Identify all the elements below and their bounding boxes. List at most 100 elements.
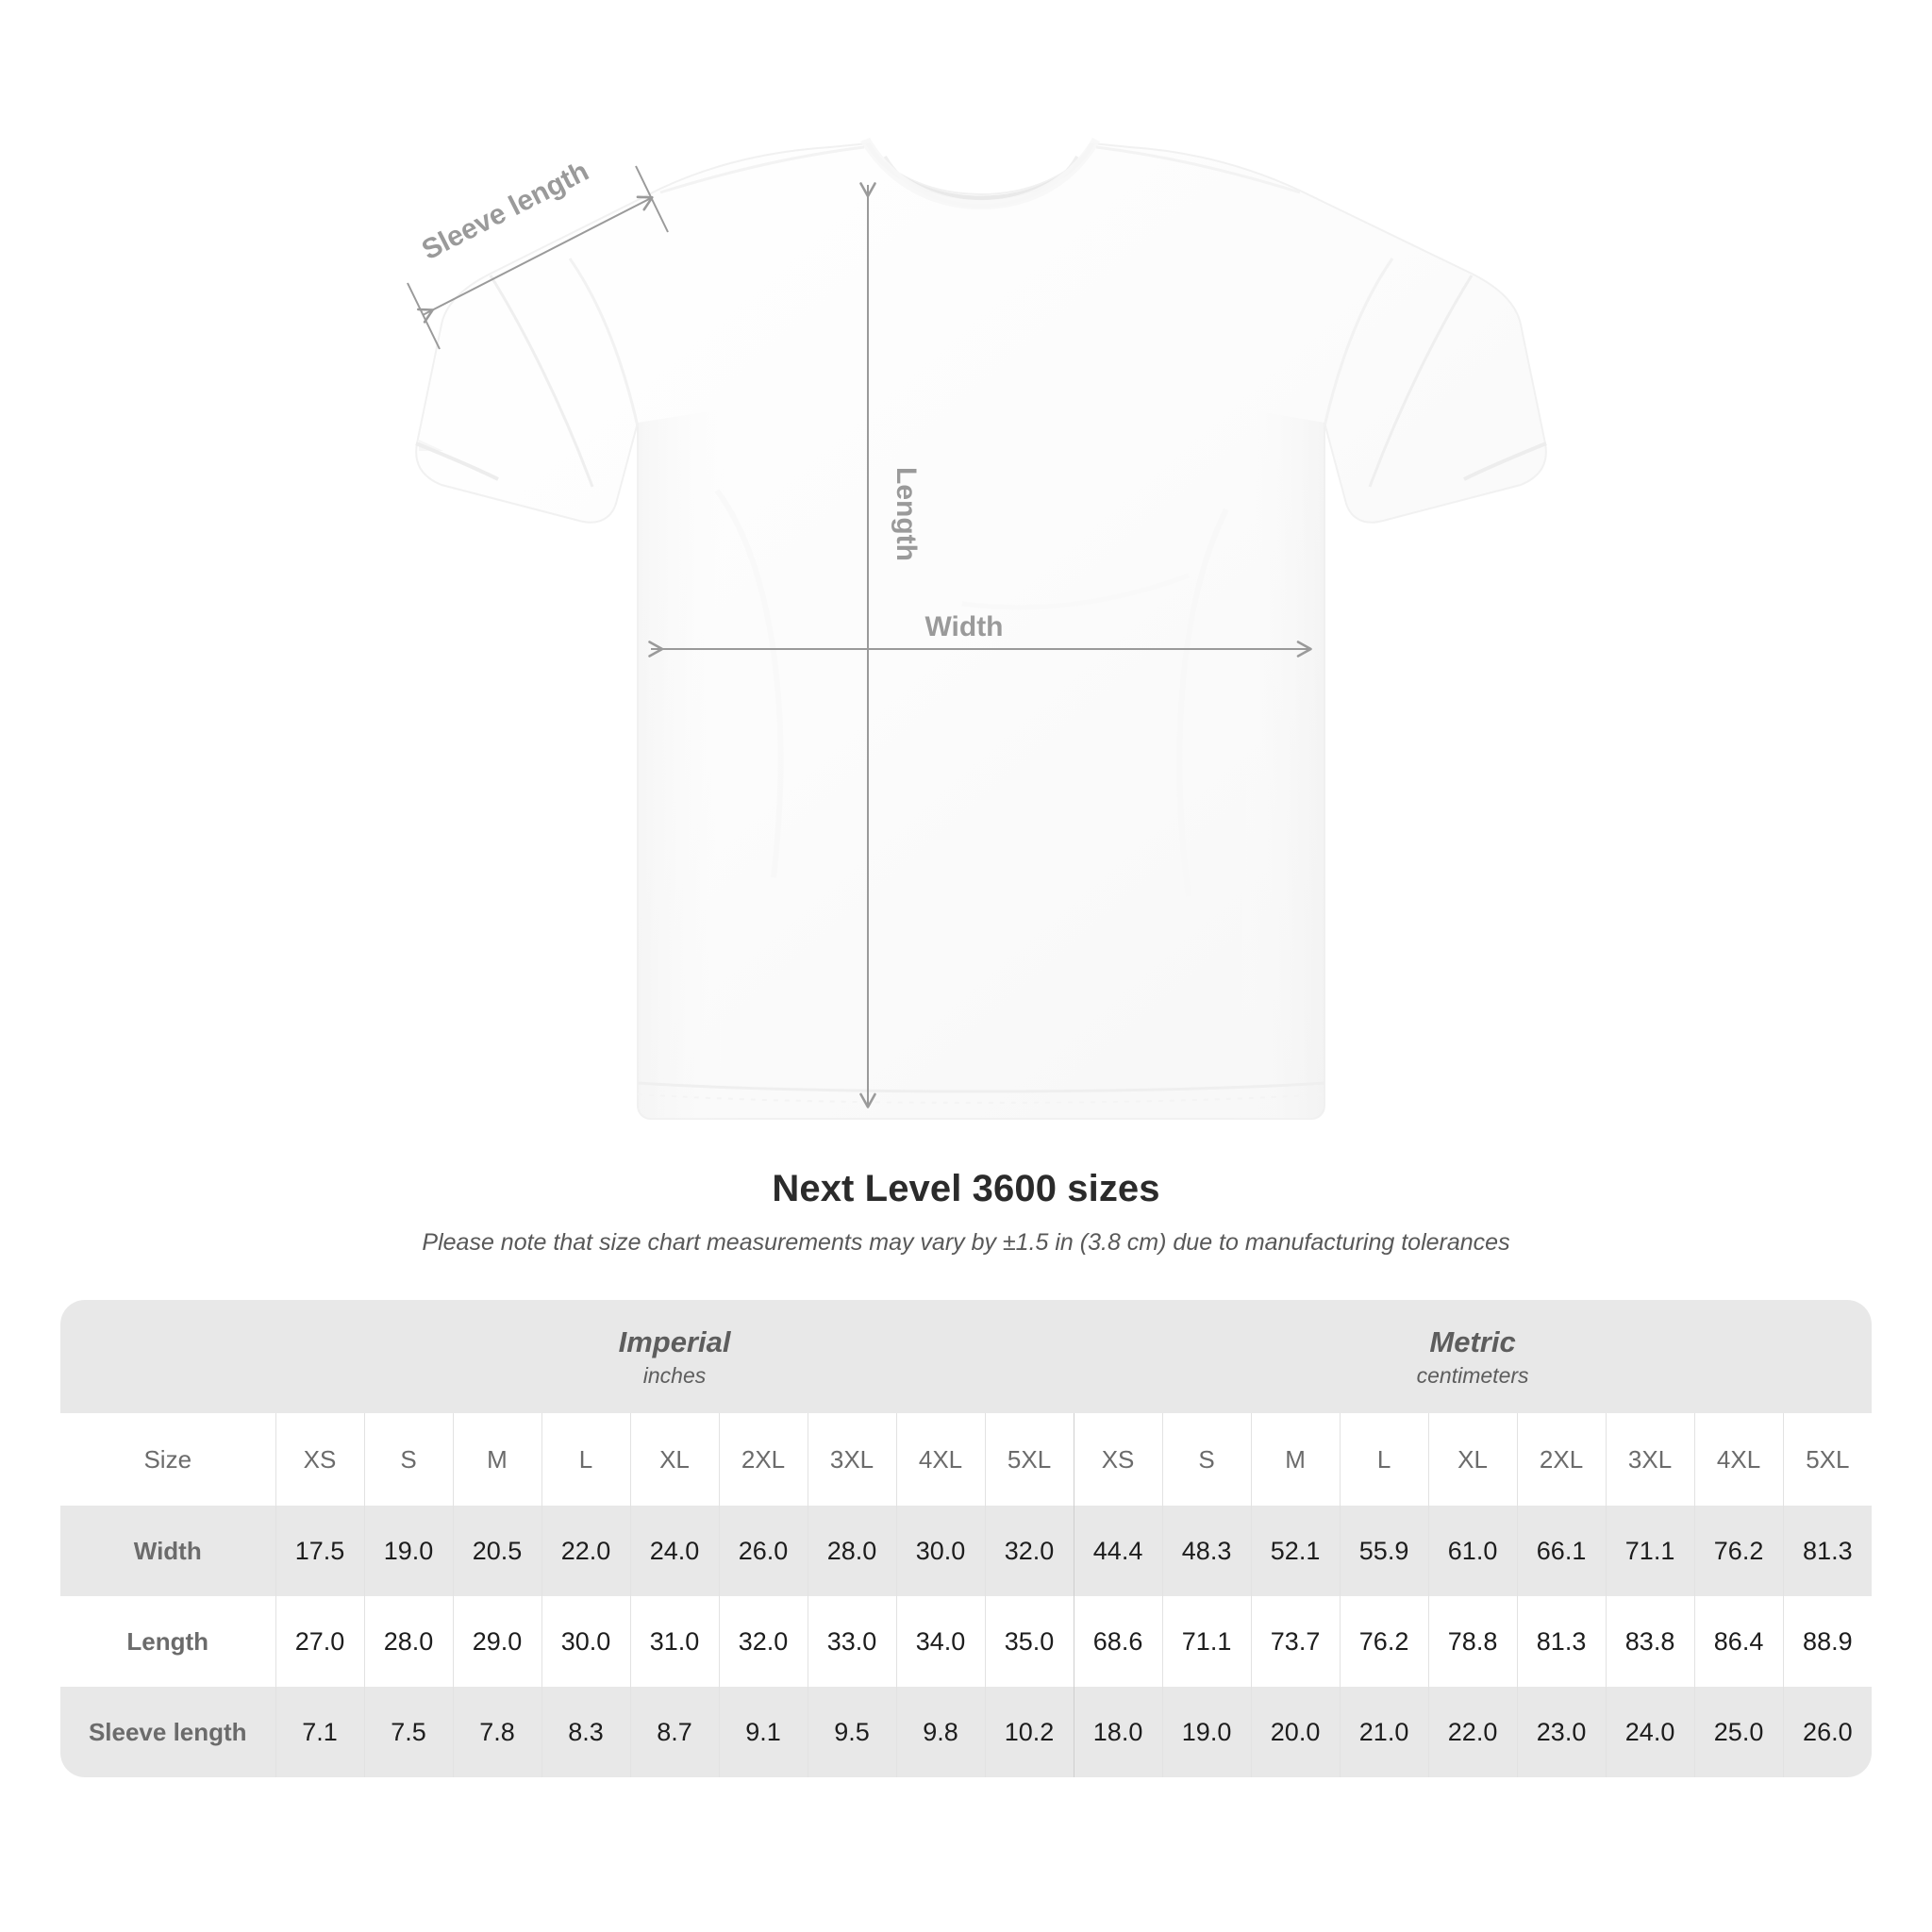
size-table-container: Imperial inches Metric centimeters Size …	[60, 1300, 1873, 1777]
page-title: Next Level 3600 sizes	[772, 1168, 1160, 1209]
cell-width-metric-xl: 61.0	[1428, 1506, 1518, 1596]
size-header-metric-3xl: 3XL	[1606, 1413, 1695, 1506]
shade-right	[1226, 406, 1324, 1119]
tshirt-silhouette	[415, 138, 1547, 1120]
size-header-imperial-5xl: 5XL	[985, 1413, 1074, 1506]
size-header-metric-m: M	[1251, 1413, 1341, 1506]
unit-header-metric: Metric centimeters	[1074, 1300, 1873, 1413]
size-header-metric-5xl: 5XL	[1783, 1413, 1873, 1506]
unit-header-imperial: Imperial inches	[275, 1300, 1074, 1413]
cell-length-metric-l: 76.2	[1340, 1596, 1429, 1687]
cell-length-metric-2xl: 81.3	[1517, 1596, 1607, 1687]
cell-sleeve-imperial-4xl: 9.8	[896, 1687, 986, 1777]
sleeve-hem-line-right	[1463, 441, 1547, 481]
size-header-metric-s: S	[1162, 1413, 1252, 1506]
sleeve-tick-start	[407, 282, 441, 350]
cell-width-metric-m: 52.1	[1251, 1506, 1341, 1596]
cell-length-imperial-m: 29.0	[453, 1596, 542, 1687]
size-header-imperial-3xl: 3XL	[808, 1413, 897, 1506]
heading-block: Next Level 3600 sizes Please note that s…	[0, 1166, 1932, 1257]
cell-width-imperial-xs: 17.5	[275, 1506, 365, 1596]
table-row: Sleeve length 7.1 7.5 7.8 8.3 8.7 9.1 9.…	[60, 1687, 1873, 1777]
size-header-imperial-xl: XL	[630, 1413, 720, 1506]
cell-sleeve-metric-s: 19.0	[1162, 1687, 1252, 1777]
unit-spacer-cell	[60, 1300, 275, 1413]
table-row: Width 17.5 19.0 20.5 22.0 24.0 26.0 28.0…	[60, 1506, 1873, 1596]
size-table: Imperial inches Metric centimeters Size …	[60, 1300, 1873, 1777]
size-header-metric-l: L	[1340, 1413, 1429, 1506]
size-label-cell: Size	[60, 1413, 276, 1506]
cell-width-imperial-l: 22.0	[541, 1506, 631, 1596]
cell-sleeve-imperial-l: 8.3	[541, 1687, 631, 1777]
cell-width-metric-3xl: 71.1	[1606, 1506, 1695, 1596]
size-header-imperial-4xl: 4XL	[896, 1413, 986, 1506]
size-header-metric-4xl: 4XL	[1694, 1413, 1784, 1506]
size-header-imperial-2xl: 2XL	[719, 1413, 808, 1506]
bottom-hem	[637, 1081, 1325, 1093]
sleeve-length-arrow	[416, 195, 654, 324]
cell-width-imperial-s: 19.0	[364, 1506, 454, 1596]
cell-sleeve-imperial-2xl: 9.1	[719, 1687, 808, 1777]
cell-sleeve-metric-xl: 22.0	[1428, 1687, 1518, 1777]
cell-width-imperial-m: 20.5	[453, 1506, 542, 1596]
cell-length-imperial-xl: 31.0	[630, 1596, 720, 1687]
size-header-imperial-m: M	[453, 1413, 542, 1506]
cell-length-metric-xl: 78.8	[1428, 1596, 1518, 1687]
cell-length-metric-xs: 68.6	[1074, 1596, 1163, 1687]
sleeve-hem-line-left	[415, 441, 499, 481]
cell-sleeve-metric-l: 21.0	[1340, 1687, 1429, 1777]
armhole-right	[1323, 258, 1394, 427]
collar-rib	[860, 138, 1100, 209]
cell-sleeve-metric-3xl: 24.0	[1606, 1687, 1695, 1777]
cell-length-metric-s: 71.1	[1162, 1596, 1252, 1687]
cell-length-imperial-l: 30.0	[541, 1596, 631, 1687]
cell-sleeve-metric-m: 20.0	[1251, 1687, 1341, 1777]
cell-sleeve-imperial-xl: 8.7	[630, 1687, 720, 1777]
fold-2	[1176, 508, 1229, 897]
row-label-length: Length	[60, 1596, 276, 1687]
page-subtitle: Please note that size chart measurements…	[422, 1229, 1510, 1256]
cell-width-metric-l: 55.9	[1340, 1506, 1429, 1596]
unit-sub-metric: centimeters	[1416, 1363, 1529, 1389]
size-header-metric-xl: XL	[1428, 1413, 1518, 1506]
cell-width-metric-xs: 44.4	[1074, 1506, 1163, 1596]
size-header-metric-xs: XS	[1074, 1413, 1163, 1506]
size-header-imperial-xs: XS	[275, 1413, 365, 1506]
cell-length-metric-4xl: 86.4	[1694, 1596, 1784, 1687]
table-row: Length 27.0 28.0 29.0 30.0 31.0 32.0 33.…	[60, 1596, 1873, 1687]
cell-width-metric-5xl: 81.3	[1783, 1506, 1873, 1596]
size-header-imperial-l: L	[541, 1413, 631, 1506]
cell-length-imperial-4xl: 34.0	[896, 1596, 986, 1687]
cell-sleeve-metric-2xl: 23.0	[1517, 1687, 1607, 1777]
cell-width-imperial-5xl: 32.0	[985, 1506, 1074, 1596]
cell-width-imperial-2xl: 26.0	[719, 1506, 808, 1596]
cell-width-imperial-4xl: 30.0	[896, 1506, 986, 1596]
cell-width-imperial-3xl: 28.0	[808, 1506, 897, 1596]
cell-sleeve-imperial-s: 7.5	[364, 1687, 454, 1777]
fold-3	[961, 573, 1190, 610]
cell-length-imperial-3xl: 33.0	[808, 1596, 897, 1687]
length-label: Length	[891, 467, 922, 561]
unit-header-row: Imperial inches Metric centimeters	[60, 1300, 1873, 1413]
cell-length-imperial-s: 28.0	[364, 1596, 454, 1687]
row-label-sleeve-length: Sleeve length	[60, 1687, 276, 1777]
cell-width-metric-2xl: 66.1	[1517, 1506, 1607, 1596]
bottom-hem-stitch	[637, 1093, 1325, 1104]
cell-length-imperial-2xl: 32.0	[719, 1596, 808, 1687]
cell-length-imperial-xs: 27.0	[275, 1596, 365, 1687]
cell-sleeve-imperial-m: 7.8	[453, 1687, 542, 1777]
size-header-imperial-s: S	[364, 1413, 454, 1506]
size-header-metric-2xl: 2XL	[1517, 1413, 1607, 1506]
shoulder-seam-right	[1095, 145, 1301, 194]
cell-width-imperial-xl: 24.0	[630, 1506, 720, 1596]
width-label: Width	[924, 611, 1003, 642]
cell-sleeve-metric-xs: 18.0	[1074, 1687, 1163, 1777]
unit-sub-imperial: inches	[642, 1363, 707, 1389]
sleeve-seam-right	[1368, 275, 1474, 488]
cell-length-imperial-5xl: 35.0	[985, 1596, 1074, 1687]
cell-length-metric-5xl: 88.9	[1783, 1596, 1873, 1687]
unit-name-metric: Metric	[1429, 1324, 1516, 1358]
cell-width-metric-4xl: 76.2	[1694, 1506, 1784, 1596]
cell-sleeve-imperial-xs: 7.1	[275, 1687, 365, 1777]
